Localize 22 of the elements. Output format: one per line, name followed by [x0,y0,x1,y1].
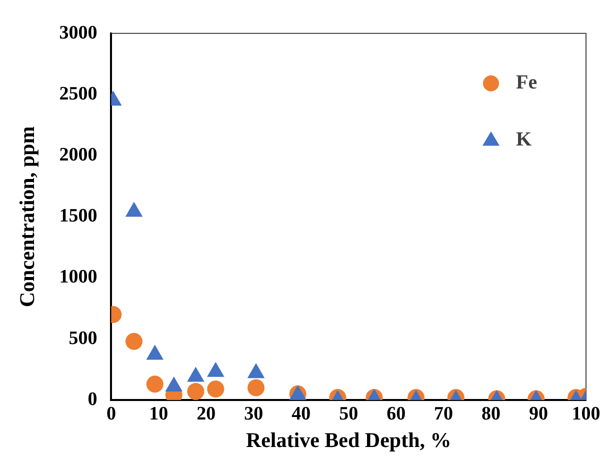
x-tick-label: 20 [196,403,216,424]
x-axis-title: Relative Bed Depth, % [246,428,452,452]
x-tick-label: 50 [339,403,358,424]
y-tick-label: 1500 [59,206,98,227]
y-tick-label: 2500 [59,83,98,104]
y-tick-label: 0 [88,388,98,410]
legend-label: Fe [516,72,538,94]
x-tick-label: 10 [149,403,168,424]
x-tick-label: 60 [386,403,406,424]
x-tick-label: 40 [292,403,311,424]
x-tick-label: 100 [572,403,600,424]
y-tick-label: 1000 [59,266,98,288]
y-tick-label: 3000 [59,22,98,44]
y-axis-title: Concentration, ppm [15,126,40,308]
x-tick-label: 90 [529,403,548,424]
y-tick-label: 2000 [59,144,98,166]
legend-label: K [516,128,532,151]
x-tick-label: 30 [244,403,264,424]
x-tick-label: 0 [106,403,116,424]
x-tick-label: 80 [482,403,501,424]
y-tick-label: 500 [68,328,98,349]
x-tick-label: 70 [434,403,454,424]
